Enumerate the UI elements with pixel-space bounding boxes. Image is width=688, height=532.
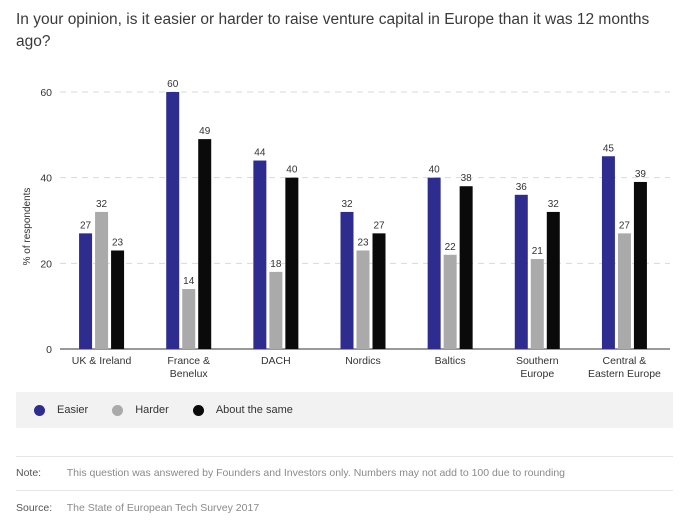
chart-title: In your opinion, is it easier or harder … <box>16 11 650 50</box>
data-label: 22 <box>445 242 457 253</box>
bar-about-the-same <box>372 233 386 349</box>
y-tick-label: 20 <box>40 258 52 270</box>
x-tick-label: Central & <box>603 355 647 367</box>
bar-easier <box>514 194 528 349</box>
bar-chart: 0 20 40 60 % of respondents 27 32 23 UK & Irelan… <box>22 79 670 380</box>
x-tick-label: UK & Ireland <box>72 355 132 367</box>
source-text: The State of European Tech Survey 2017 <box>66 502 260 514</box>
x-tick-label: DACH <box>261 355 291 367</box>
data-label: 32 <box>341 199 353 210</box>
note-text: This question was answered by Founders a… <box>66 467 565 479</box>
legend-item-harder: Harder <box>112 404 169 416</box>
legend-item-about-the-same: About the same <box>192 404 293 416</box>
y-axis-label: % of respondents <box>22 188 33 266</box>
data-label: 21 <box>532 246 544 257</box>
legend-label-easier: Easier <box>57 404 89 416</box>
x-tick-label: Baltics <box>435 355 466 367</box>
data-label: 32 <box>548 199 560 210</box>
bar-harder <box>95 211 109 349</box>
bar-harder <box>530 259 544 349</box>
bar-easier <box>79 233 93 349</box>
y-tick-label: 40 <box>40 173 52 185</box>
legend: Easier Harder About the same <box>16 392 673 428</box>
bar-about-the-same <box>285 177 299 349</box>
bar-about-the-same <box>633 181 647 349</box>
data-label: 38 <box>461 173 473 184</box>
bar-easier <box>340 211 354 349</box>
data-label: 27 <box>619 220 631 231</box>
x-tick-label: Eastern Europe <box>588 368 661 380</box>
data-label: 18 <box>270 259 282 270</box>
bar-about-the-same <box>459 186 473 349</box>
data-label: 36 <box>516 182 528 193</box>
legend-label-harder: Harder <box>135 404 169 416</box>
data-label: 40 <box>429 165 441 176</box>
data-label: 27 <box>373 220 385 231</box>
bar-about-the-same <box>546 211 560 349</box>
source-label: Source: <box>16 502 53 514</box>
data-label: 40 <box>286 165 298 176</box>
source: Source: The State of European Tech Surve… <box>16 502 259 514</box>
data-label: 60 <box>167 79 179 90</box>
data-label: 23 <box>357 237 369 248</box>
legend-label-about-the-same: About the same <box>215 404 293 416</box>
data-label: 27 <box>80 220 92 231</box>
x-tick-label: France & <box>167 355 210 367</box>
legend-item-easier: Easier <box>34 404 88 416</box>
x-tick-label: Southern <box>516 355 559 367</box>
data-label: 14 <box>183 276 195 287</box>
x-tick-label: Benelux <box>170 368 209 380</box>
x-tick-label: Europe <box>520 368 554 380</box>
data-label: 44 <box>254 148 266 159</box>
divider <box>16 490 673 491</box>
bar-harder <box>356 250 370 349</box>
bar-harder <box>617 233 631 349</box>
data-label: 49 <box>199 126 211 137</box>
bar-easier <box>166 92 180 349</box>
legend-swatch-easier <box>34 404 45 416</box>
bar-about-the-same <box>198 139 212 349</box>
note: Note: This question was answered by Foun… <box>16 467 565 479</box>
legend-swatch-about-the-same <box>192 404 204 416</box>
bar-harder <box>443 254 457 349</box>
y-tick-label: 60 <box>40 87 52 99</box>
bar-about-the-same <box>111 250 125 349</box>
x-tick-label: Nordics <box>345 355 381 367</box>
legend-swatch-harder <box>112 404 124 416</box>
data-label: 32 <box>96 199 108 210</box>
data-label: 39 <box>635 169 647 180</box>
bar-harder <box>269 271 283 349</box>
data-label: 45 <box>603 143 615 154</box>
bar-easier <box>601 156 615 349</box>
data-label: 23 <box>112 237 124 248</box>
note-label: Note: <box>16 467 42 479</box>
bar-easier <box>427 177 441 349</box>
bar-harder <box>182 289 196 349</box>
bar-easier <box>253 160 267 349</box>
y-tick-label: 0 <box>46 344 52 356</box>
divider <box>16 456 673 457</box>
